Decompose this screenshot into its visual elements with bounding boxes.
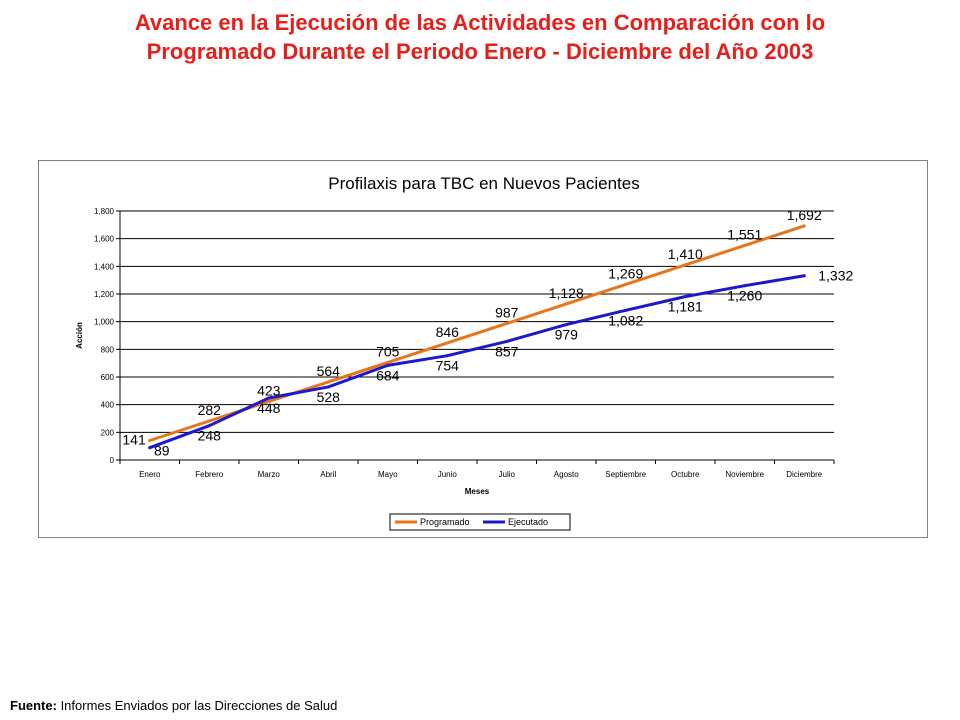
x-tick-label: Febrero bbox=[195, 470, 224, 479]
data-label-programado: 705 bbox=[376, 343, 400, 359]
data-point-ejecutado bbox=[386, 363, 390, 367]
legend-box bbox=[389, 513, 571, 531]
data-label-programado: 1,410 bbox=[668, 246, 703, 262]
data-label-ejecutado: 979 bbox=[555, 327, 579, 343]
data-point-ejecutado bbox=[207, 424, 211, 428]
data-label-programado: 1,269 bbox=[608, 265, 643, 281]
data-point-ejecutado bbox=[802, 274, 806, 278]
y-tick-label: 0 bbox=[110, 456, 115, 465]
y-tick-label: 1,000 bbox=[94, 318, 115, 327]
data-label-ejecutado: 1,181 bbox=[668, 299, 703, 315]
data-label-ejecutado: 1,260 bbox=[727, 288, 762, 304]
data-point-programado bbox=[326, 380, 330, 384]
data-point-programado bbox=[148, 438, 152, 442]
data-point-programado bbox=[624, 282, 628, 286]
data-point-ejecutado bbox=[743, 284, 747, 288]
x-tick-label: Mayo bbox=[378, 470, 398, 479]
y-tick-label: 1,400 bbox=[94, 262, 115, 271]
y-tick-label: 400 bbox=[101, 401, 115, 410]
data-label-programado: 1,128 bbox=[549, 285, 584, 301]
legend-label-ejecutado: Ejecutado bbox=[508, 517, 548, 527]
data-label-programado: 846 bbox=[436, 324, 460, 340]
data-point-ejecutado bbox=[564, 323, 568, 327]
data-label-programado: 282 bbox=[198, 402, 222, 418]
source-label: Fuente: bbox=[10, 698, 57, 713]
data-point-ejecutado bbox=[326, 385, 330, 389]
data-point-programado bbox=[445, 341, 449, 345]
data-label-programado: 987 bbox=[495, 304, 519, 320]
series-line-ejecutado bbox=[148, 274, 806, 450]
data-point-ejecutado bbox=[624, 308, 628, 312]
x-axis-label: Meses bbox=[465, 487, 490, 496]
source-note: Fuente: Informes Enviados por las Direcc… bbox=[10, 698, 337, 713]
data-label-ejecutado: 528 bbox=[317, 389, 341, 405]
data-label-ejecutado: 1,082 bbox=[608, 312, 643, 328]
data-point-ejecutado bbox=[683, 295, 687, 299]
data-point-ejecutado bbox=[445, 354, 449, 358]
data-point-programado bbox=[267, 399, 271, 403]
data-point-programado bbox=[802, 224, 806, 228]
x-tick-label: Julio bbox=[499, 470, 516, 479]
chart-title: Profilaxis para TBC en Nuevos Pacientes bbox=[328, 174, 640, 193]
data-label-ejecutado: 684 bbox=[376, 367, 400, 383]
data-label-programado: 423 bbox=[257, 382, 281, 398]
data-point-ejecutado bbox=[148, 446, 152, 450]
x-tick-label: Marzo bbox=[258, 470, 281, 479]
y-tick-label: 800 bbox=[101, 345, 115, 354]
data-label-programado: 1,551 bbox=[727, 226, 762, 242]
data-point-programado bbox=[683, 263, 687, 267]
y-tick-label: 600 bbox=[101, 373, 115, 382]
data-point-programado bbox=[207, 419, 211, 423]
x-tick-label: Abril bbox=[320, 470, 336, 479]
data-label-ejecutado: 1,332 bbox=[818, 268, 853, 284]
data-label-programado: 141 bbox=[122, 431, 146, 447]
y-tick-label: 1,800 bbox=[94, 207, 115, 216]
data-label-ejecutado: 89 bbox=[154, 443, 170, 459]
data-label-ejecutado: 448 bbox=[257, 400, 281, 416]
data-point-ejecutado bbox=[505, 339, 509, 343]
series-line-programado bbox=[148, 224, 806, 442]
x-tick-label: Septiembre bbox=[605, 470, 646, 479]
data-label-ejecutado: 754 bbox=[436, 358, 460, 374]
legend-label-programado: Programado bbox=[420, 517, 470, 527]
x-tick-label: Enero bbox=[139, 470, 161, 479]
y-tick-label: 1,200 bbox=[94, 290, 115, 299]
x-tick-label: Diciembre bbox=[786, 470, 823, 479]
chart-frame: Profilaxis para TBC en Nuevos Pacientes 0… bbox=[38, 160, 928, 538]
x-tick-label: Octubre bbox=[671, 470, 700, 479]
data-label-programado: 1,692 bbox=[787, 207, 822, 223]
y-tick-label: 1,600 bbox=[94, 235, 115, 244]
data-label-programado: 564 bbox=[317, 363, 341, 379]
data-label-ejecutado: 857 bbox=[495, 343, 519, 359]
data-point-programado bbox=[743, 243, 747, 247]
data-point-ejecutado bbox=[267, 396, 271, 400]
page-title: Avance en la Ejecución de las Actividade… bbox=[0, 8, 960, 66]
data-point-programado bbox=[386, 360, 390, 364]
source-text: Informes Enviados por las Direcciones de… bbox=[56, 698, 338, 713]
data-point-programado bbox=[564, 302, 568, 306]
page-title-line-2: Programado Durante el Periodo Enero - Di… bbox=[146, 39, 814, 64]
page-title-line-1: Avance en la Ejecución de las Actividade… bbox=[134, 10, 826, 35]
x-tick-label: Agosto bbox=[554, 470, 579, 479]
y-axis-label: Acción bbox=[75, 322, 84, 349]
x-tick-label: Noviembre bbox=[725, 470, 764, 479]
x-tick-label: Junio bbox=[438, 470, 458, 479]
y-tick-label: 200 bbox=[101, 428, 115, 437]
data-label-ejecutado: 248 bbox=[198, 428, 222, 444]
data-point-programado bbox=[505, 321, 509, 325]
line-chart: Profilaxis para TBC en Nuevos Pacientes 0… bbox=[75, 174, 853, 531]
